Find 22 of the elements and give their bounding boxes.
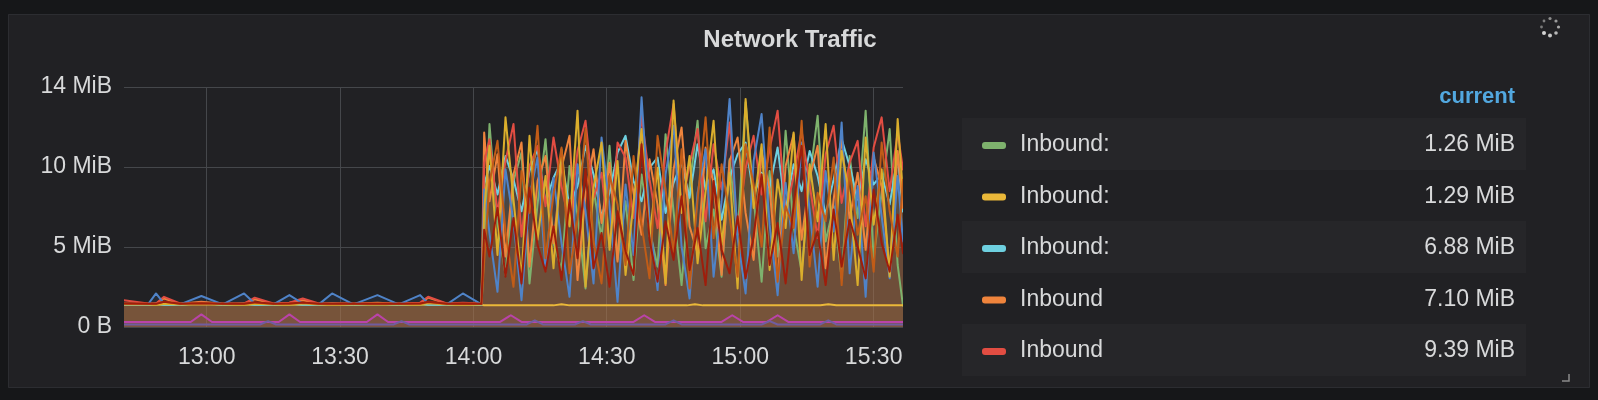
y-tick-label: 5 MiB	[53, 232, 112, 259]
x-tick-label: 13:30	[311, 343, 369, 370]
chart-title: Network Traffic	[703, 24, 877, 52]
x-tick-label: 14:30	[578, 343, 636, 370]
text: 6.88 MiB	[1424, 233, 1515, 260]
text: 1.26 MiB	[1424, 130, 1515, 157]
x-tick-label: 15:30	[844, 343, 903, 370]
legend-label: Inbound:	[1020, 181, 1110, 208]
x-tick-label: 13:00	[177, 343, 236, 370]
legend-label: Inbound:	[1020, 233, 1110, 260]
x-tick-label: 14:00	[444, 343, 503, 370]
y-tick-label: 10 MiB	[40, 152, 112, 179]
y-tick-label: 0 B	[77, 312, 112, 339]
legend-label: Inbound	[1020, 284, 1104, 311]
legend-label: Inbound:	[1020, 130, 1110, 157]
y-tick-label: 14 MiB	[40, 72, 112, 99]
legend-title: current	[1439, 83, 1516, 109]
x-tick-label: 15:00	[711, 343, 770, 370]
text: 7.10 MiB	[1424, 284, 1515, 311]
text: 1.29 MiB	[1424, 181, 1515, 208]
text: 9.39 MiB	[1424, 336, 1515, 363]
legend-label: Inbound	[1020, 336, 1104, 363]
